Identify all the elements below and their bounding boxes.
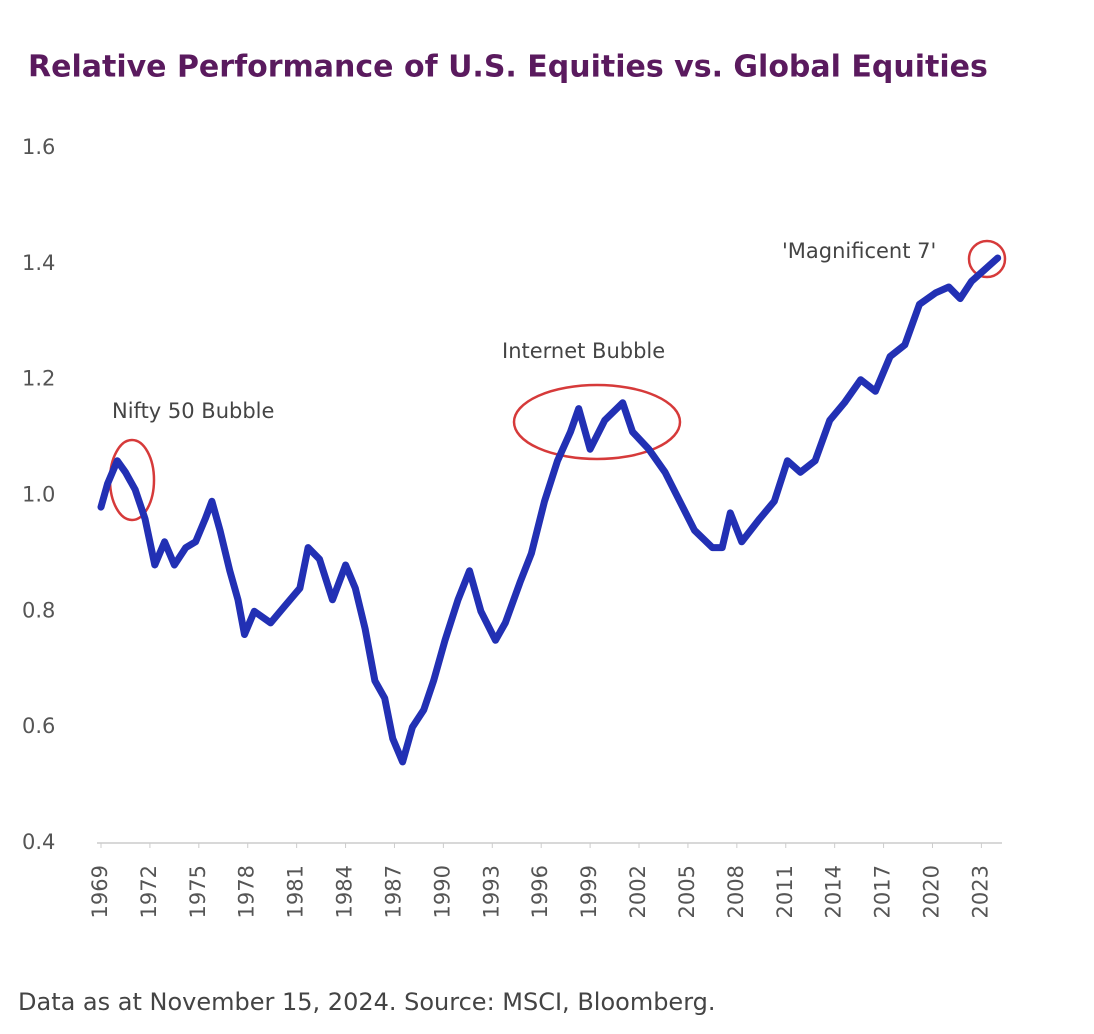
- x-tick-label: 1987: [381, 865, 405, 918]
- x-tick-label: 2005: [675, 865, 699, 918]
- x-tick-label: 1969: [88, 865, 112, 918]
- y-tick-label: 1.6: [22, 135, 55, 159]
- y-tick-label: 1.0: [22, 483, 55, 507]
- y-tick-label: 1.4: [22, 251, 55, 275]
- highlight-circle: [967, 239, 1007, 279]
- y-tick-label: 0.4: [22, 830, 55, 854]
- y-tick-label: 1.2: [22, 367, 55, 391]
- x-tick-label: 2002: [626, 865, 650, 918]
- data-line: [97, 254, 1002, 766]
- y-tick-label: 0.6: [22, 714, 55, 738]
- highlight-ellipse: [512, 383, 682, 461]
- x-tick-label: 1993: [479, 865, 503, 918]
- annotation: Internet Bubble: [502, 339, 665, 363]
- x-tick-label: 1978: [235, 865, 259, 918]
- x-tick-label: 2017: [871, 865, 895, 918]
- x-tick-label: 2023: [968, 865, 992, 918]
- x-tick-label: 1975: [186, 865, 210, 918]
- x-tick-label: 2020: [919, 865, 943, 918]
- x-tick-label: 1981: [284, 865, 308, 918]
- annotation: Nifty 50 Bubble: [112, 399, 274, 423]
- x-tick-label: 1999: [577, 865, 601, 918]
- x-tick-label: 2008: [724, 865, 748, 918]
- y-tick-label: 0.8: [22, 598, 55, 622]
- chart-title: Relative Performance of U.S. Equities vs…: [28, 50, 988, 85]
- x-tick-label: 1984: [333, 865, 357, 918]
- x-tick-label: 2011: [773, 865, 797, 918]
- source-note: Data as at November 15, 2024. Source: MS…: [18, 988, 716, 1016]
- x-tick-label: 1972: [137, 865, 161, 918]
- x-tick-label: 2014: [822, 865, 846, 918]
- annotation: 'Magnificent 7': [782, 239, 936, 263]
- x-tick-label: 1996: [528, 865, 552, 918]
- x-tick-label: 1990: [430, 865, 454, 918]
